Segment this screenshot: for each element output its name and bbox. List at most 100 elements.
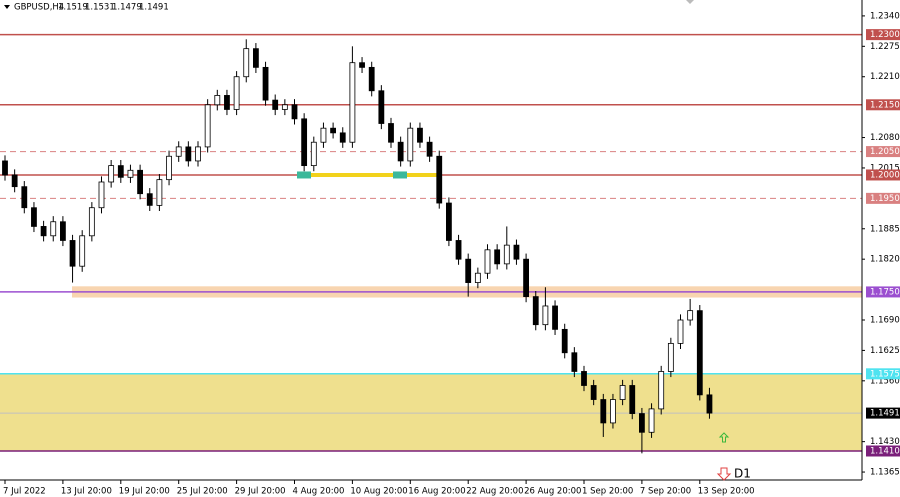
candle-body: [137, 169, 144, 195]
y-tick-label: 1.2015: [870, 163, 900, 173]
candle-body: [687, 310, 694, 321]
x-tick-label: 25 Jul 20:00: [177, 487, 228, 497]
candle-body: [243, 48, 250, 78]
candle-body: [11, 174, 18, 188]
candle-body: [532, 296, 539, 326]
candle-body: [465, 258, 472, 283]
candle-body: [146, 193, 153, 206]
candle-body: [648, 408, 655, 433]
candle-body: [320, 127, 327, 143]
x-tick-label: 1 Sep 20:00: [582, 487, 633, 497]
y-tick-label: 1.2275: [870, 42, 900, 52]
candle-body: [108, 165, 115, 183]
candle-body: [349, 62, 356, 143]
x-tick-label: 13 Sep 20:00: [698, 487, 755, 497]
candle-body: [600, 399, 607, 424]
candle-body: [31, 207, 37, 227]
candle-body: [195, 146, 201, 162]
candle-body: [417, 127, 423, 143]
candle-body: [503, 244, 510, 265]
candle-body: [436, 155, 443, 204]
level-label: 1.2300: [870, 30, 900, 40]
level-label: 1.1950: [870, 194, 900, 204]
candle-body: [388, 123, 394, 143]
header-open: 1.1519: [58, 3, 88, 13]
highlight-box: [297, 171, 311, 179]
level-label-bg: [866, 29, 900, 41]
candle-body: [204, 104, 211, 148]
candle-body: [291, 104, 298, 120]
y-tick-label: 1.2080: [870, 133, 900, 143]
candle-body: [156, 179, 163, 206]
candle-body: [378, 90, 385, 124]
y-tick-label: 1.1885: [870, 224, 900, 234]
candle-body: [677, 319, 684, 344]
candle-body: [339, 132, 346, 143]
candle-body: [301, 118, 308, 167]
symbol: GBPUSD,H4: [14, 3, 64, 13]
candle-body: [619, 385, 626, 400]
x-tick-label: 7 Sep 20:00: [640, 487, 691, 497]
level-label-bg: [866, 445, 900, 457]
header-high: 1.1531: [85, 3, 115, 13]
level-label: 1.2000: [870, 170, 900, 180]
candle-body: [2, 160, 8, 176]
candle-body: [88, 207, 95, 237]
candle-body: [79, 235, 86, 267]
x-tick-label: 13 Jul 20:00: [61, 487, 112, 497]
candle-body: [185, 146, 192, 162]
level-label: 1.1750: [870, 287, 900, 297]
candle-body: [455, 240, 462, 260]
candle-body: [426, 141, 433, 157]
candle-body: [262, 66, 269, 101]
candle-body: [513, 244, 520, 260]
candle-body: [310, 141, 317, 167]
x-tick-label: 4 Aug 20:00: [293, 487, 345, 497]
candle-body: [407, 127, 414, 162]
candle-body: [117, 165, 124, 178]
candle-body: [571, 352, 578, 372]
candle-body: [494, 249, 501, 265]
y-tick-label: 1.1430: [870, 437, 900, 447]
highlight-box: [393, 171, 407, 179]
candle-body: [542, 305, 549, 326]
candle-body: [224, 95, 230, 110]
level-label: 1.2150: [870, 100, 900, 110]
candle-body: [610, 399, 616, 424]
header-low: 1.1479: [112, 3, 142, 13]
x-tick-label: 16 Aug 20:00: [408, 487, 465, 497]
shift-marker: [686, 0, 694, 4]
level-label-bg: [866, 192, 900, 204]
candle-body: [281, 104, 288, 110]
candle-body: [590, 385, 597, 400]
level-label-bg: [866, 368, 900, 380]
y-tick-label: 1.1560: [870, 376, 900, 386]
candle-body: [98, 181, 105, 209]
y-tick-label: 1.2210: [870, 72, 900, 82]
level-label: 1.2050: [870, 147, 900, 157]
level-label: 1.1410: [870, 446, 900, 456]
candle-body: [581, 371, 587, 386]
candle-body: [445, 202, 452, 241]
candle-body: [272, 99, 279, 110]
header: GBPUSD,H4 1.1519 1.1531 1.1479 1.1491: [4, 3, 169, 13]
x-tick-label: 19 Jul 20:00: [119, 487, 170, 497]
level-label: 1.1575: [870, 369, 900, 379]
candle-body: [60, 221, 66, 241]
level-label-bg: [866, 146, 900, 158]
candle-body: [175, 146, 182, 157]
y-tick-label: 1.2340: [870, 11, 900, 21]
header-arrow: [4, 5, 10, 9]
candle-body: [696, 310, 703, 396]
level-label: 1.1491: [870, 409, 900, 419]
y-tick-label: 1.1365: [870, 468, 900, 478]
candle-body: [21, 186, 28, 209]
candle-body: [639, 413, 645, 433]
candle-body: [359, 62, 365, 68]
y-tick-label: 1.1625: [870, 346, 900, 356]
x-tick-label: 10 Aug 20:00: [350, 487, 407, 497]
level-label-bg: [866, 286, 900, 298]
candle-body: [50, 221, 57, 237]
candle-body: [523, 258, 529, 298]
